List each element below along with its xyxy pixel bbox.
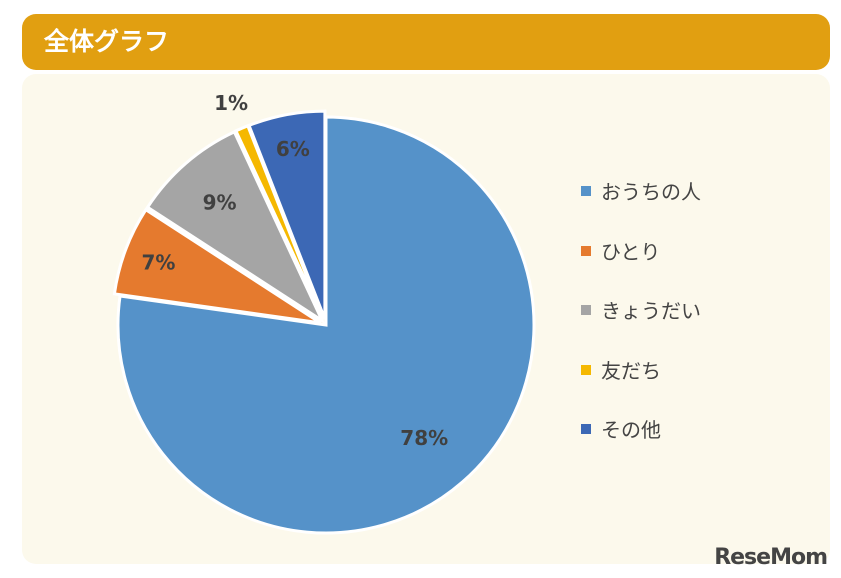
slice-label-2: 7%	[141, 250, 175, 274]
legend-swatch	[581, 364, 591, 375]
pie-slice-3	[145, 129, 326, 325]
legend-label: おうちの人	[601, 180, 701, 204]
pie-slice-5	[247, 109, 327, 320]
legend-label: 友だち	[601, 358, 661, 383]
chart-title: 全体グラフ	[44, 27, 170, 56]
pie-slice-1	[116, 115, 536, 535]
legend-swatch	[581, 305, 591, 315]
slice-label-3: 9%	[203, 191, 237, 215]
watermark-logo: ReseMom	[714, 545, 828, 570]
legend-label: ひとり	[601, 239, 661, 264]
legend-label: きょうだい	[601, 299, 701, 323]
slice-label-1: 78%	[400, 426, 448, 450]
legend-label: その他	[601, 418, 661, 442]
legend-swatch	[581, 186, 591, 196]
legend-swatch	[581, 424, 591, 434]
legend-swatch	[581, 245, 591, 256]
pie-slice-2	[112, 207, 322, 325]
slice-label-5: 6%	[276, 137, 310, 161]
chart-header: 全体グラフ	[22, 14, 830, 70]
slice-label-4: 1%	[214, 91, 248, 115]
